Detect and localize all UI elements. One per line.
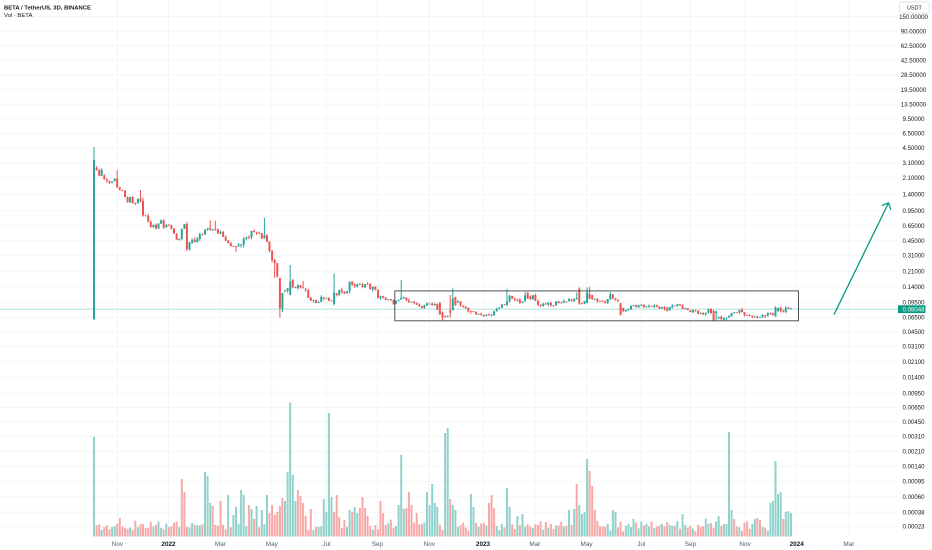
svg-text:0.00450: 0.00450 [902,419,925,426]
svg-text:90.00000: 90.00000 [901,28,927,35]
svg-text:0.14000: 0.14000 [902,284,925,291]
svg-text:1.40000: 1.40000 [902,192,925,199]
svg-text:Nov: Nov [424,541,436,548]
svg-text:4.50000: 4.50000 [902,145,925,152]
svg-text:2024: 2024 [790,541,805,548]
svg-text:0.09500: 0.09500 [902,299,925,306]
svg-text:Nov: Nov [739,541,751,548]
svg-text:0.08048: 0.08048 [902,306,925,313]
svg-text:0.00310: 0.00310 [902,434,925,441]
svg-text:0.00095: 0.00095 [902,479,925,486]
svg-text:Sep: Sep [372,541,384,548]
svg-text:13.50000: 13.50000 [901,101,927,108]
svg-text:2023: 2023 [476,541,491,548]
svg-text:BETA / TetherUS, 3D, BINANCE: BETA / TetherUS, 3D, BINANCE [4,6,91,12]
svg-text:0.06500: 0.06500 [902,315,925,322]
svg-text:0.31000: 0.31000 [902,252,925,259]
svg-text:0.00060: 0.00060 [902,494,925,501]
svg-text:2.10000: 2.10000 [902,175,925,182]
svg-text:0.02100: 0.02100 [902,359,925,366]
svg-text:0.45000: 0.45000 [902,238,925,245]
svg-text:0.00038: 0.00038 [902,509,925,516]
svg-text:0.03100: 0.03100 [902,343,925,350]
svg-text:Mar: Mar [529,541,541,548]
svg-text:Mar: Mar [843,541,855,548]
svg-text:6.50000: 6.50000 [902,131,925,138]
svg-text:Sep: Sep [685,541,697,548]
svg-text:Mar: Mar [215,541,227,548]
svg-text:2022: 2022 [161,541,176,548]
svg-text:USDT: USDT [907,6,922,12]
svg-text:0.00650: 0.00650 [902,405,925,412]
svg-text:0.00950: 0.00950 [902,391,925,398]
svg-text:9.50000: 9.50000 [902,116,925,123]
svg-text:Jul: Jul [637,541,645,548]
svg-text:62.50000: 62.50000 [901,43,927,50]
svg-text:0.01400: 0.01400 [902,375,925,382]
svg-text:0.00210: 0.00210 [902,449,925,456]
svg-text:Vol · BETA: Vol · BETA [4,13,32,19]
svg-text:0.65000: 0.65000 [902,223,925,230]
svg-text:0.21000: 0.21000 [902,268,925,275]
svg-text:42.50000: 42.50000 [901,58,927,65]
svg-text:0.00140: 0.00140 [902,463,925,470]
svg-text:May: May [266,541,279,548]
svg-text:0.00023: 0.00023 [902,523,925,530]
svg-text:3.10000: 3.10000 [902,160,925,167]
svg-text:0.95000: 0.95000 [902,208,925,215]
svg-text:May: May [581,541,594,548]
svg-text:19.50000: 19.50000 [901,87,927,94]
svg-text:28.50000: 28.50000 [901,72,927,79]
svg-text:Jul: Jul [322,541,330,548]
svg-text:0.04500: 0.04500 [902,329,925,336]
svg-text:150.00000: 150.00000 [899,14,928,21]
svg-text:Nov: Nov [112,541,124,548]
